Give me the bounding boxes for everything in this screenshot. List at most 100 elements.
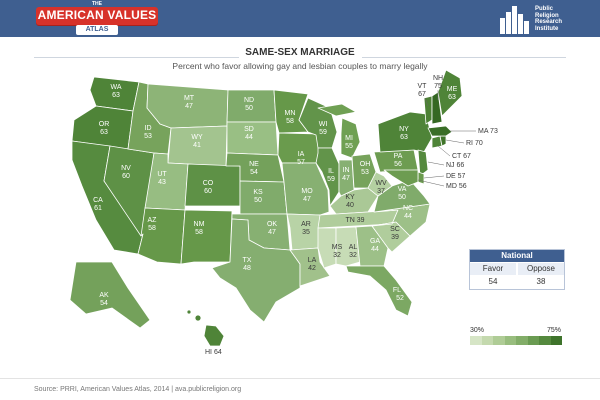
logo-atlas-tag: ATLAS <box>76 25 118 35</box>
label-or-name: OR <box>99 121 110 128</box>
label-ny-name: NY <box>399 126 409 133</box>
label-pa-value: 56 <box>394 161 402 168</box>
footer-divider <box>0 378 600 379</box>
label-ga-value: 44 <box>371 246 379 253</box>
label-nc-value: 44 <box>404 213 412 220</box>
leader-ct <box>437 145 451 157</box>
american-values-atlas-logo[interactable]: THE AMERICAN VALUES ATLAS <box>36 0 158 36</box>
label-nm-name: NM <box>194 221 205 228</box>
color-legend <box>470 336 562 345</box>
label-nc-name: NC <box>403 205 413 212</box>
label-wy-value: 41 <box>193 142 201 149</box>
label-nd-name: ND <box>244 97 254 104</box>
label-fl-value: 52 <box>396 295 404 302</box>
label-sd-name: SD <box>244 126 254 133</box>
label-md: MD 56 <box>446 183 467 190</box>
state-me[interactable] <box>437 69 463 117</box>
label-id-value: 53 <box>144 133 152 140</box>
oppose-header: Oppose <box>518 263 564 275</box>
state-ak[interactable] <box>69 261 151 329</box>
state-mi-up[interactable] <box>317 103 357 117</box>
state-hi[interactable] <box>203 324 225 347</box>
label-la-value: 42 <box>308 265 316 272</box>
state-hi-island-2[interactable] <box>186 309 192 315</box>
state-wv[interactable] <box>367 171 393 197</box>
state-tx[interactable] <box>211 218 301 323</box>
leader-nj <box>427 161 445 166</box>
label-ga-name: GA <box>370 238 380 245</box>
title-rule-right <box>362 57 566 58</box>
label-ma: MA 73 <box>478 128 498 135</box>
state-mo[interactable] <box>281 162 330 216</box>
label-al-name: AL <box>349 244 358 251</box>
label-ut-value: 43 <box>158 179 166 186</box>
legend-swatch <box>516 336 528 345</box>
state-nm[interactable] <box>180 209 233 265</box>
prri-line-4: Institute <box>535 25 559 32</box>
label-mn-name: MN <box>285 110 296 117</box>
label-wi-value: 59 <box>319 129 327 136</box>
label-nj: NJ 66 <box>446 162 464 169</box>
label-ny-value: 63 <box>400 134 408 141</box>
source-footer: Source: PRRI, American Values Atlas, 201… <box>34 386 242 393</box>
label-wv-value: 37 <box>377 188 385 195</box>
label-ne-value: 54 <box>250 169 258 176</box>
label-ar-name: AR <box>301 221 311 228</box>
label-va-value: 50 <box>398 194 406 201</box>
label-nv-value: 60 <box>122 173 130 180</box>
prri-name: Public Religion Research Institute <box>535 6 562 32</box>
state-ks[interactable] <box>239 180 288 215</box>
label-wa-value: 63 <box>112 92 120 99</box>
label-mi-name: MI <box>345 135 353 142</box>
state-ms[interactable] <box>317 227 337 269</box>
legend-swatch <box>539 336 551 345</box>
label-mt-name: MT <box>184 95 195 102</box>
national-header: National <box>470 250 564 262</box>
label-ak-name: AK <box>99 292 109 299</box>
label-ia-name: IA <box>298 151 305 158</box>
label-id-name: ID <box>145 125 152 132</box>
state-ma[interactable] <box>427 125 453 137</box>
state-il[interactable] <box>315 147 340 207</box>
label-nm-value: 58 <box>195 229 203 236</box>
label-wy-name: WY <box>191 134 203 141</box>
label-nv-name: NV <box>121 165 131 172</box>
legend-high-label: 75% <box>547 327 562 334</box>
state-ga[interactable] <box>355 225 389 267</box>
state-fl[interactable] <box>345 265 413 317</box>
label-ia-value: 57 <box>297 159 305 166</box>
label-tn: TN 39 <box>345 217 364 224</box>
state-nh[interactable] <box>431 91 443 125</box>
state-nc[interactable] <box>371 203 431 237</box>
state-de[interactable] <box>417 171 425 185</box>
favor-value: 54 <box>488 277 498 286</box>
legend-swatch <box>481 336 493 345</box>
label-ne-name: NE <box>249 161 259 168</box>
label-oh-name: OH <box>360 161 371 168</box>
title-rule-left <box>34 57 239 58</box>
legend-swatch <box>550 336 562 345</box>
state-ny[interactable] <box>377 111 433 153</box>
label-vt-value: 67 <box>418 91 426 98</box>
state-hi-island[interactable] <box>194 314 202 322</box>
label-de: DE 57 <box>446 173 466 180</box>
label-ok-value: 47 <box>268 229 276 236</box>
label-ks-value: 50 <box>254 197 262 204</box>
label-va-name: VA <box>398 186 407 193</box>
oppose-value: 38 <box>536 277 546 286</box>
prri-line-3: Research <box>535 19 563 25</box>
prri-logo[interactable]: Public Religion Research Institute <box>500 3 590 35</box>
label-az-name: AZ <box>148 217 158 224</box>
label-me-value: 63 <box>448 94 456 101</box>
state-md[interactable] <box>383 169 419 187</box>
label-me-name: ME <box>447 86 458 93</box>
prri-line-1: Public <box>535 6 554 12</box>
state-al[interactable] <box>335 226 361 267</box>
label-pa-name: PA <box>394 153 403 160</box>
label-il-value: 59 <box>327 176 335 183</box>
prri-bars-icon <box>500 4 530 34</box>
state-nj[interactable] <box>417 149 429 177</box>
label-mn-value: 58 <box>286 118 294 125</box>
state-az[interactable] <box>137 207 186 265</box>
